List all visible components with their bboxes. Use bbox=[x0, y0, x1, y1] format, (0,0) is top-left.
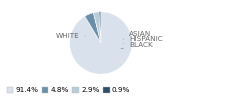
Text: BLACK: BLACK bbox=[121, 42, 153, 49]
Wedge shape bbox=[99, 12, 101, 43]
Wedge shape bbox=[93, 12, 101, 43]
Wedge shape bbox=[85, 13, 101, 43]
Text: ASIAN: ASIAN bbox=[123, 31, 151, 39]
Text: WHITE: WHITE bbox=[55, 33, 85, 39]
Text: HISPANIC: HISPANIC bbox=[123, 36, 163, 44]
Legend: 91.4%, 4.8%, 2.9%, 0.9%: 91.4%, 4.8%, 2.9%, 0.9% bbox=[4, 84, 133, 96]
Wedge shape bbox=[70, 12, 132, 74]
